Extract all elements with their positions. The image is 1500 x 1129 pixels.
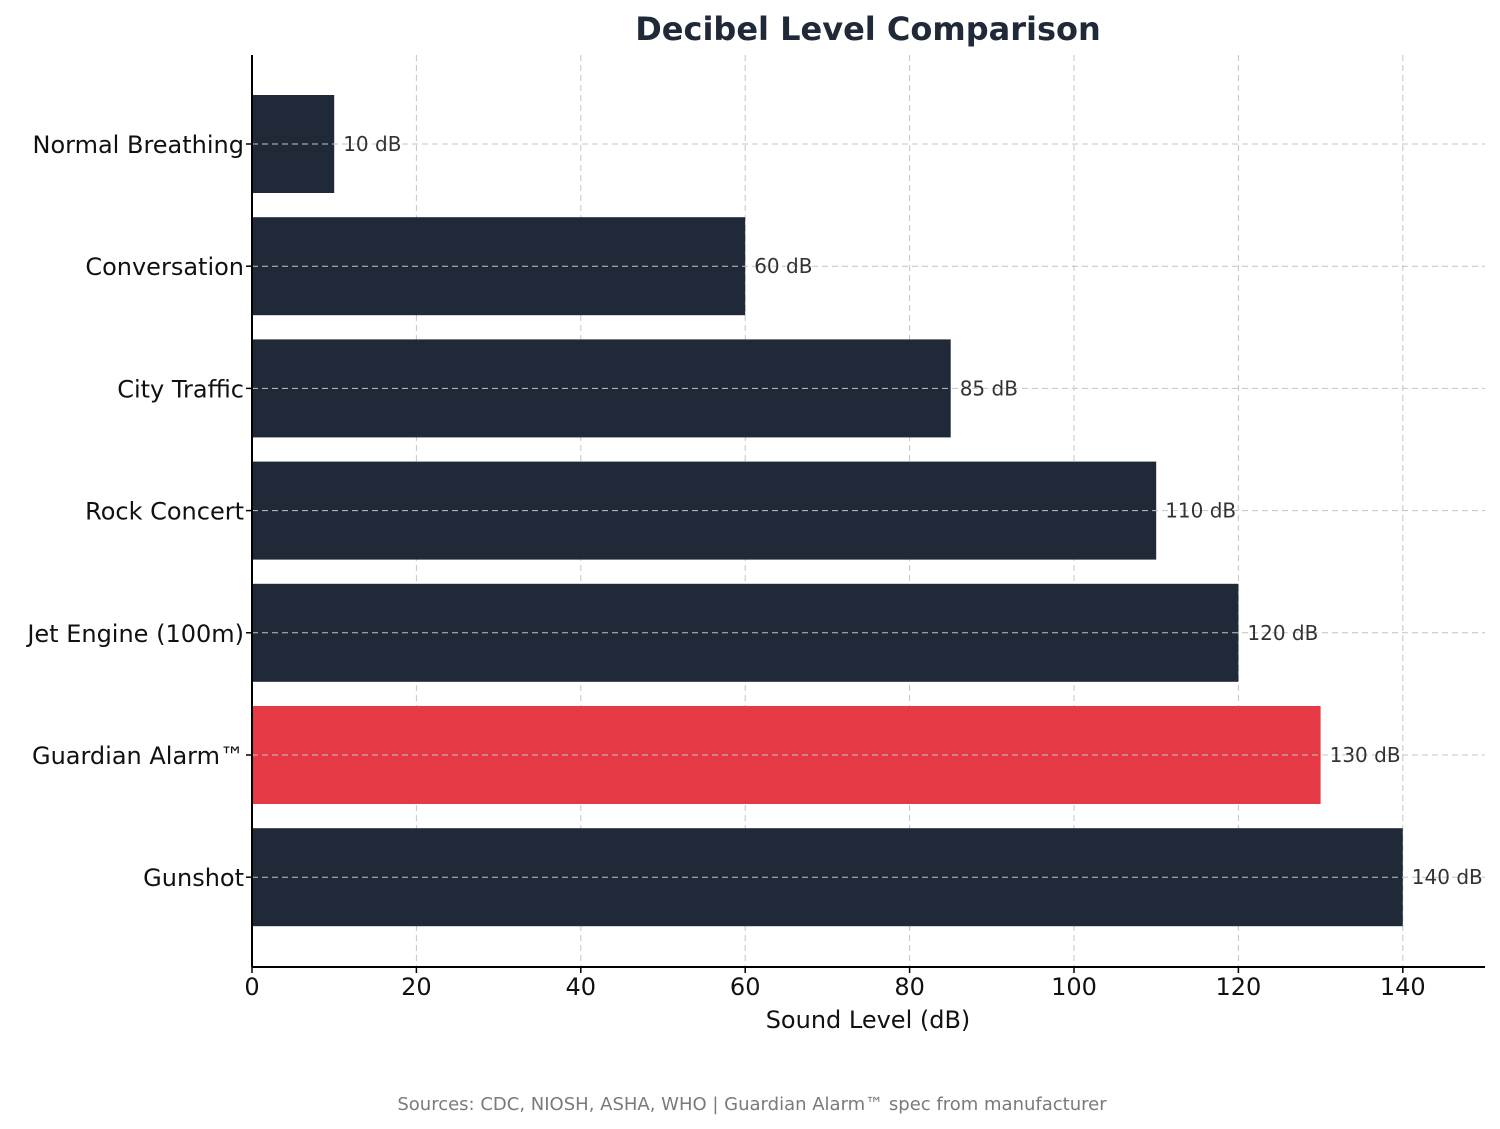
horizontal-grid <box>252 143 1485 878</box>
x-tick-label: 140 <box>1380 973 1426 1001</box>
x-tick-label: 40 <box>566 973 597 1001</box>
bar-value-label: 10 dB <box>343 132 401 156</box>
category-label: City Traffic <box>117 375 244 403</box>
bar-value-label: 130 dB <box>1330 743 1401 767</box>
bar-value-label: 120 dB <box>1247 621 1318 645</box>
x-axis-ticks: 0 20 40 60 80 100 120 140 <box>244 967 1426 1001</box>
bar-value-label: 110 dB <box>1165 499 1236 523</box>
x-tick-label: 60 <box>730 973 761 1001</box>
y-axis-categories: Normal Breathing Conversation City Traffic… <box>25 131 252 892</box>
x-tick-label: 100 <box>1051 973 1097 1001</box>
data-labels: 10 dB 60 dB 85 dB 110 dB 120 dB 130 dB 140 dB <box>343 132 1483 889</box>
bar-value-label: 60 dB <box>754 254 812 278</box>
bar-value-label: 85 dB <box>960 376 1018 400</box>
x-tick-label: 0 <box>244 973 259 1001</box>
sources-footnote: Sources: CDC, NIOSH, ASHA, WHO | Guardia… <box>397 1094 1107 1115</box>
x-axis-title: Sound Level (dB) <box>766 1006 971 1034</box>
x-tick-label: 120 <box>1215 973 1261 1001</box>
category-label: Normal Breathing <box>33 131 244 159</box>
category-label: Jet Engine (100m) <box>25 620 244 648</box>
x-tick-label: 20 <box>401 973 432 1001</box>
x-tick-label: 80 <box>894 973 925 1001</box>
category-label: Rock Concert <box>85 498 244 526</box>
category-label: Conversation <box>85 253 244 281</box>
chart-title: Decibel Level Comparison <box>635 10 1101 48</box>
category-label: Guardian Alarm™ <box>32 742 244 770</box>
category-label: Gunshot <box>143 864 244 892</box>
bar-value-label: 140 dB <box>1412 865 1483 889</box>
